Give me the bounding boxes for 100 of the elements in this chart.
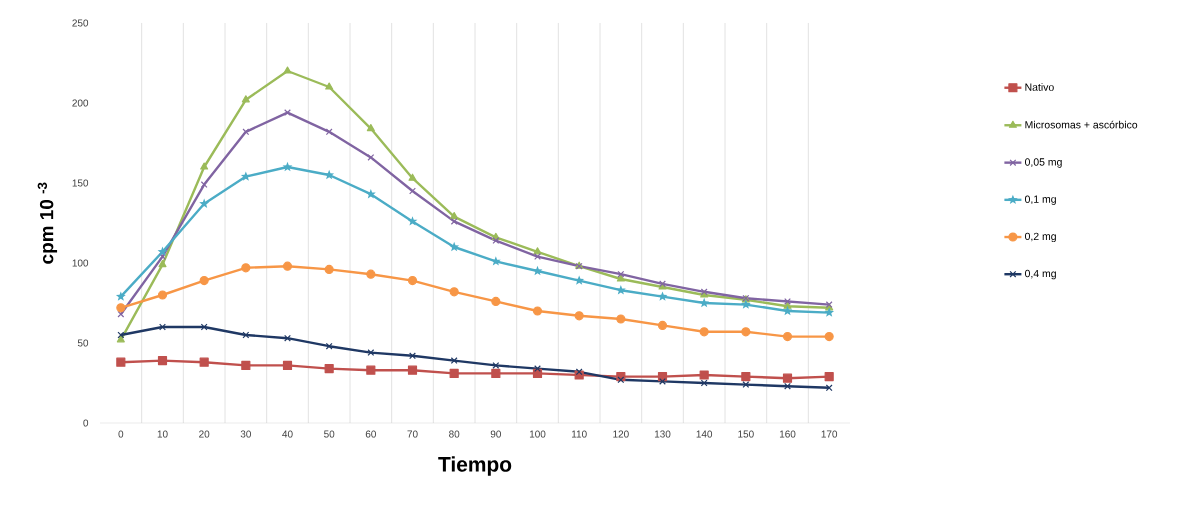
- legend-label: Nativo: [1025, 83, 1054, 91]
- point: [449, 241, 460, 252]
- legend-label: 0,1 mg: [1024, 195, 1056, 205]
- point: [200, 162, 209, 170]
- point: [240, 171, 251, 181]
- point: [824, 332, 834, 342]
- point: [282, 360, 293, 370]
- point: [450, 357, 458, 365]
- point: [241, 263, 251, 273]
- point: [324, 264, 334, 274]
- point: [282, 161, 293, 172]
- x-tick-label: 150: [738, 430, 754, 438]
- point: [616, 314, 626, 324]
- x-tick-label: 10: [157, 430, 168, 438]
- point: [409, 187, 416, 195]
- x-axis-title: Tiempo: [438, 456, 512, 476]
- x-tick-label: 140: [696, 430, 713, 438]
- point: [699, 297, 710, 308]
- point: [409, 352, 416, 360]
- point: [534, 253, 541, 261]
- point: [324, 364, 334, 374]
- point: [534, 365, 541, 373]
- x-tick-label: 160: [779, 430, 796, 438]
- point: [824, 372, 834, 382]
- point: [157, 290, 168, 300]
- point: [366, 269, 376, 279]
- y-tick-label: 0: [83, 419, 89, 427]
- point: [657, 291, 668, 301]
- x-tick-label: 40: [282, 430, 293, 438]
- legend-label: 0,05 mg: [1024, 158, 1062, 168]
- point: [366, 365, 376, 375]
- point: [367, 153, 375, 161]
- point: [284, 334, 291, 342]
- point: [616, 274, 625, 282]
- point: [408, 173, 417, 181]
- point: [449, 287, 459, 297]
- point: [742, 381, 750, 389]
- point: [659, 377, 666, 385]
- x-tick-label: 80: [449, 430, 460, 438]
- point: [449, 368, 459, 378]
- point: [157, 246, 168, 256]
- point: [200, 323, 208, 331]
- point: [241, 360, 251, 370]
- point: [284, 109, 291, 117]
- point: [407, 365, 418, 375]
- point: [157, 356, 168, 366]
- point: [367, 349, 375, 357]
- point: [117, 331, 125, 339]
- x-tick-label: 0: [118, 430, 124, 438]
- x-tick-label: 30: [240, 430, 251, 438]
- point: [450, 212, 459, 220]
- point: [824, 307, 835, 317]
- point: [159, 323, 166, 331]
- x-tick-label: 120: [613, 430, 629, 438]
- point: [116, 357, 126, 367]
- point: [115, 291, 126, 301]
- y-tick-label: 250: [72, 19, 89, 27]
- point: [533, 247, 542, 255]
- y-tick-label: 200: [72, 99, 89, 107]
- point: [492, 361, 500, 369]
- point: [532, 306, 543, 316]
- point: [200, 181, 208, 189]
- point: [700, 379, 708, 387]
- x-tick-label: 50: [324, 430, 335, 438]
- point: [366, 124, 375, 132]
- point: [782, 373, 793, 383]
- y-tick-label: 100: [72, 259, 89, 267]
- point: [783, 301, 792, 309]
- point: [241, 95, 250, 103]
- point: [199, 357, 209, 367]
- point: [782, 332, 793, 342]
- x-tick-label: 90: [490, 430, 501, 438]
- x-tick-label: 20: [199, 430, 210, 438]
- point: [741, 327, 751, 337]
- point: [242, 331, 250, 339]
- point: [282, 261, 293, 271]
- point: [574, 311, 584, 321]
- point: [365, 189, 376, 199]
- legend-label: 0,2 mg: [1024, 232, 1056, 243]
- legend-label: Microsomas + ascórbico: [1025, 120, 1138, 129]
- point: [491, 296, 501, 306]
- point: [325, 82, 334, 90]
- point: [116, 303, 126, 313]
- point: [699, 327, 709, 337]
- x-tick-label: 110: [572, 430, 587, 438]
- point: [283, 66, 292, 74]
- point: [740, 299, 751, 309]
- point: [158, 260, 167, 268]
- point: [407, 276, 418, 286]
- point: [741, 372, 751, 382]
- x-tick-label: 60: [365, 430, 376, 438]
- point: [784, 382, 791, 390]
- point: [574, 275, 585, 285]
- point: [407, 216, 418, 226]
- legend-label: 0,4 mg: [1024, 269, 1056, 280]
- point: [491, 368, 501, 378]
- point: [657, 320, 668, 330]
- point: [699, 370, 709, 380]
- y-tick-label: 150: [72, 179, 89, 187]
- y-tick-label: 50: [77, 339, 89, 347]
